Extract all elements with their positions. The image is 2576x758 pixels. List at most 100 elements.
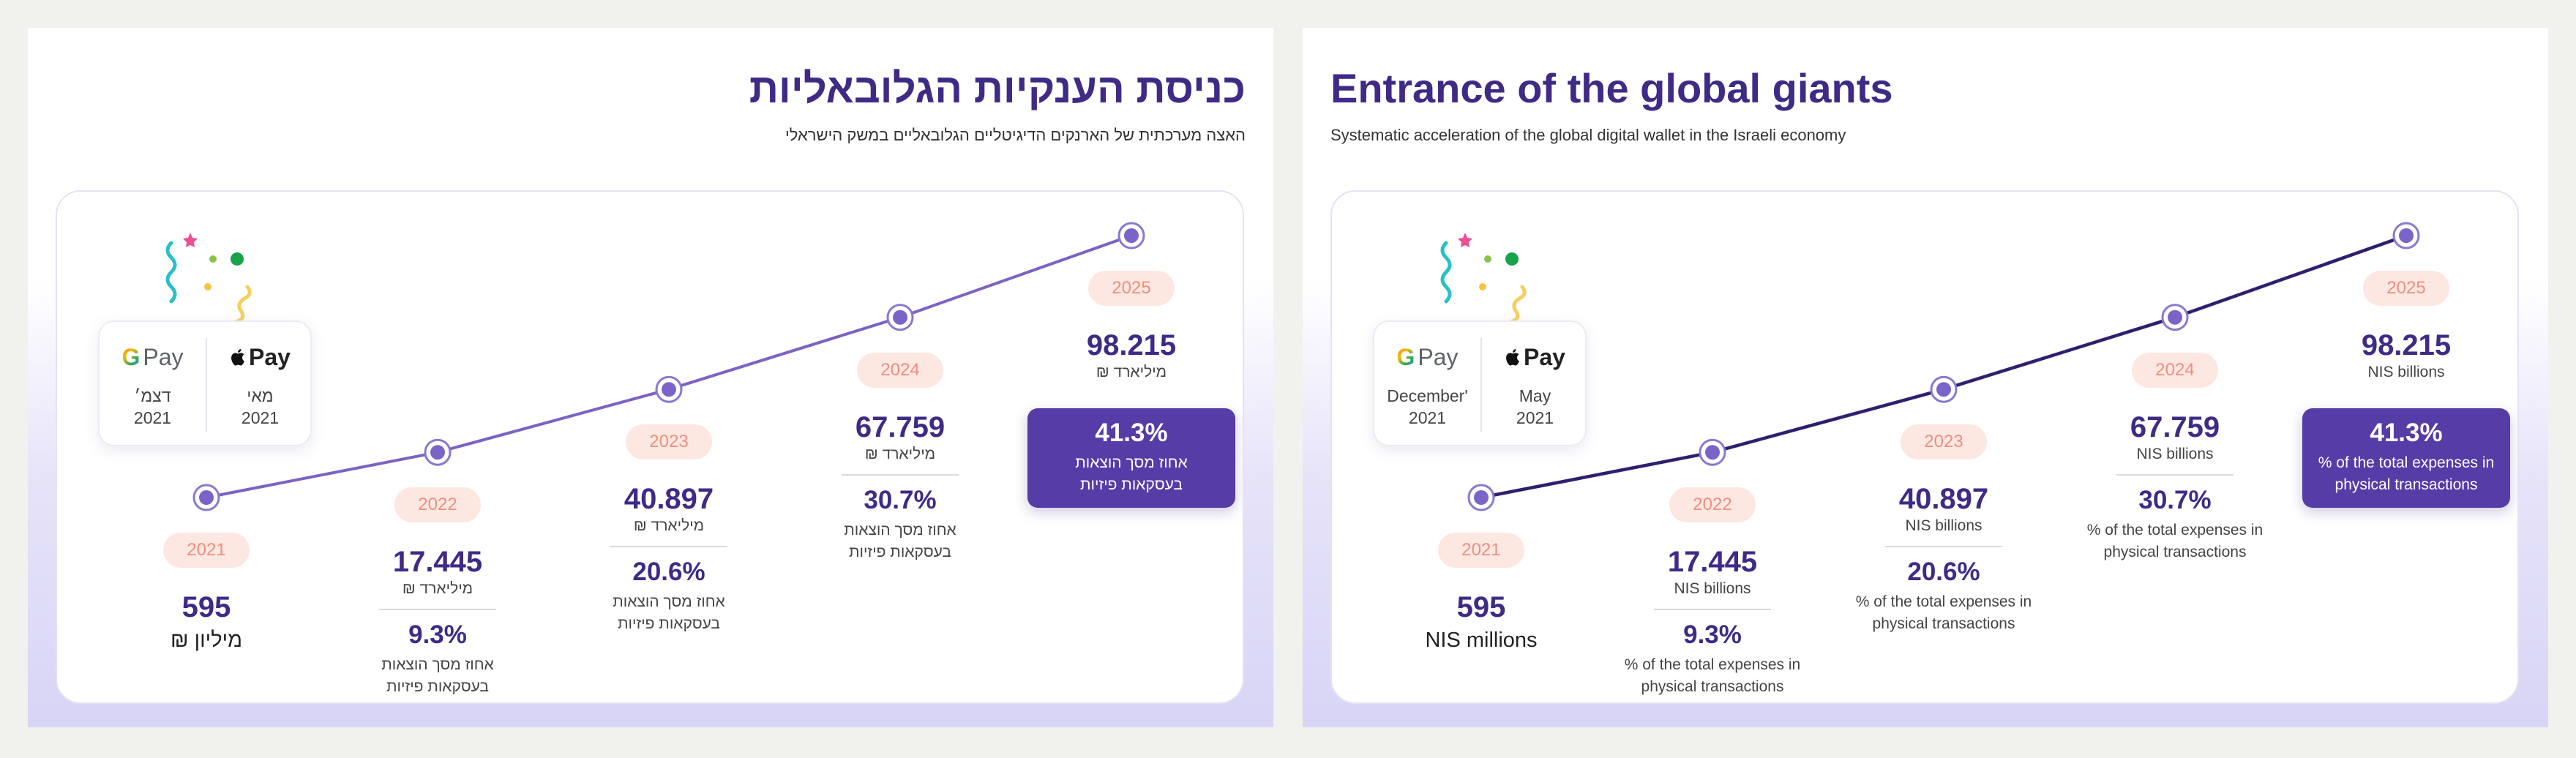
share-label: % of the total expenses in physical tran… bbox=[2318, 454, 2495, 493]
confetti-lime-dot bbox=[209, 255, 217, 263]
year-label: 2021 bbox=[1438, 533, 1524, 568]
data-point bbox=[2168, 309, 2182, 325]
year-label: 2025 bbox=[2363, 271, 2449, 306]
year-label: 2024 bbox=[2132, 352, 2218, 388]
launch-month: מאי bbox=[247, 386, 274, 405]
pay-divider bbox=[206, 338, 207, 432]
apple-pay-word: Pay bbox=[1524, 344, 1565, 370]
year-label: 2023 bbox=[1901, 424, 1987, 460]
data-unit: NIS millions bbox=[1425, 628, 1538, 652]
share-percent: 9.3% bbox=[408, 620, 467, 650]
data-value: 67.759 bbox=[855, 410, 946, 443]
google-pay-logo: G Pay bbox=[100, 344, 206, 371]
data-point bbox=[662, 382, 676, 397]
payment-launch-box: G Pay דצמ׳ 2021 Pay מאי 2021 bbox=[98, 320, 312, 446]
share-label: אחוז מסך הוצאות בעסקאות פיזיות bbox=[381, 656, 494, 696]
launch-year: 2021 bbox=[1516, 408, 1554, 427]
data-value: 98.215 bbox=[1086, 329, 1177, 361]
data-unit: מיליארד ₪ bbox=[864, 445, 936, 462]
google-pay-launch-date: December' 2021 bbox=[1374, 385, 1480, 429]
confetti-icon bbox=[165, 233, 252, 334]
page-subtitle: האצה מערכתית של הארנקים הדיגיטליים הגלוב… bbox=[785, 126, 1246, 144]
confetti-yellow-dot bbox=[1479, 283, 1486, 290]
share-highlight-box: 41.3% % of the total expenses in physical… bbox=[2302, 408, 2510, 508]
google-pay-word: Pay bbox=[143, 344, 184, 370]
data-value: 595 bbox=[181, 591, 231, 623]
page-subtitle: Systematic acceleration of the global di… bbox=[1330, 126, 1846, 144]
data-value: 595 bbox=[1456, 591, 1506, 623]
data-value: 98.215 bbox=[2361, 329, 2452, 361]
pay-divider bbox=[1480, 338, 1482, 432]
share-label: אחוז מסך הוצאות בעסקאות פיזיות bbox=[613, 593, 725, 633]
confetti-pink-star bbox=[183, 233, 198, 247]
english-panel: Entrance of the global giants Systematic… bbox=[1303, 28, 2548, 727]
data-value: 40.897 bbox=[624, 483, 714, 516]
page-title: כניסת הענקיות הגלובאליות bbox=[749, 65, 1246, 111]
google-pay-item: G Pay דצמ׳ 2021 bbox=[100, 322, 206, 448]
share-percent: 9.3% bbox=[1683, 620, 1742, 650]
share-percent: 30.7% bbox=[2138, 485, 2212, 514]
google-g-icon: G bbox=[121, 344, 141, 370]
share-percent: 41.3% bbox=[1095, 419, 1168, 447]
share-label: אחוז מסך הוצאות בעסקאות פיזיות bbox=[1075, 454, 1188, 493]
chart-card: G Pay דצמ׳ 2021 Pay מאי 2021 2021 595 מיליון ₪ 202… bbox=[56, 190, 1244, 704]
data-point bbox=[199, 490, 214, 505]
data-point bbox=[430, 445, 445, 460]
value-separator bbox=[379, 609, 496, 611]
confetti-icon bbox=[1440, 233, 1527, 334]
apple-pay-launch-date: מאי 2021 bbox=[207, 385, 313, 429]
google-pay-logo: G Pay bbox=[1374, 344, 1480, 371]
apple-icon bbox=[230, 344, 247, 370]
data-unit: NIS billions bbox=[1905, 517, 1982, 535]
apple-pay-launch-date: May 2021 bbox=[1482, 385, 1588, 429]
share-percent: 30.7% bbox=[864, 485, 937, 514]
data-value: 67.759 bbox=[2130, 410, 2220, 443]
chart-card: G Pay December' 2021 Pay May 2021 2021 595 NIS mi… bbox=[1330, 190, 2519, 704]
chart-svg bbox=[1440, 222, 2420, 511]
data-point bbox=[2399, 228, 2414, 243]
value-separator bbox=[1885, 546, 2002, 548]
launch-month: דצמ׳ bbox=[134, 386, 171, 405]
launch-month: May bbox=[1519, 386, 1551, 405]
apple-pay-logo: Pay bbox=[207, 344, 313, 371]
year-label: 2023 bbox=[626, 424, 712, 460]
data-unit: NIS billions bbox=[2367, 364, 2445, 380]
page-title: Entrance of the global giants bbox=[1330, 65, 1893, 111]
launch-year: 2021 bbox=[241, 408, 280, 427]
data-unit: מיליארד ₪ bbox=[1096, 364, 1167, 380]
year-label: 2022 bbox=[394, 487, 481, 523]
data-unit: מיליארד ₪ bbox=[402, 580, 473, 598]
value-separator bbox=[2116, 473, 2234, 476]
apple-pay-item: Pay May 2021 bbox=[1482, 322, 1588, 448]
year-label: 2022 bbox=[1669, 487, 1756, 523]
launch-month: December' bbox=[1387, 386, 1468, 405]
data-value: 40.897 bbox=[1898, 483, 1989, 516]
year-label: 2024 bbox=[857, 352, 943, 388]
data-unit: מיליון ₪ bbox=[170, 628, 243, 652]
share-percent: 41.3% bbox=[2370, 419, 2443, 447]
google-g-icon: G bbox=[1396, 344, 1415, 370]
share-label: % of the total expenses in physical tran… bbox=[1855, 593, 2032, 633]
confetti-green-dot bbox=[1505, 252, 1519, 266]
data-unit: NIS billions bbox=[2136, 445, 2214, 462]
data-unit: NIS billions bbox=[1674, 580, 1751, 598]
google-pay-item: G Pay December' 2021 bbox=[1374, 322, 1480, 448]
data-point bbox=[1705, 445, 1720, 460]
google-pay-word: Pay bbox=[1418, 344, 1459, 370]
data-value: 17.445 bbox=[1667, 546, 1758, 579]
confetti-pink-star bbox=[1458, 233, 1472, 247]
launch-year: 2021 bbox=[133, 408, 172, 427]
confetti-yellow-dot bbox=[204, 283, 211, 290]
apple-pay-logo: Pay bbox=[1482, 344, 1588, 371]
apple-icon bbox=[1505, 344, 1522, 370]
data-point bbox=[1474, 490, 1489, 505]
year-label: 2021 bbox=[163, 533, 250, 568]
launch-year: 2021 bbox=[1408, 408, 1447, 427]
apple-pay-item: Pay מאי 2021 bbox=[207, 322, 313, 448]
data-point bbox=[1936, 382, 1951, 397]
value-separator bbox=[610, 546, 727, 548]
confetti-teal-squiggle bbox=[1440, 241, 1452, 304]
confetti-lime-dot bbox=[1484, 255, 1491, 263]
apple-pay-word: Pay bbox=[249, 344, 291, 370]
share-label: % of the total expenses in physical tran… bbox=[2086, 521, 2264, 560]
